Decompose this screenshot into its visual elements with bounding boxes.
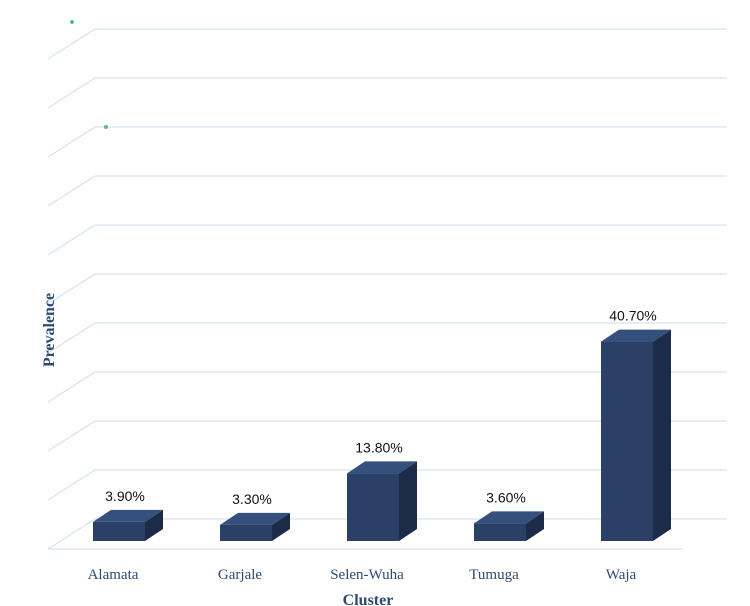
x-tick-label: Tumuga — [469, 567, 519, 583]
value-labels: 3.90% 3.30% 13.80% 3.60% 40.70% — [105, 308, 657, 507]
data-label: 3.30% — [232, 491, 272, 507]
bar-side — [145, 509, 163, 541]
x-tick-label: Waja — [606, 567, 637, 583]
bar-top — [93, 509, 163, 522]
data-label: 13.80% — [355, 439, 402, 455]
gridlines — [47, 28, 727, 550]
bar-side — [272, 512, 290, 541]
bar-top — [347, 461, 417, 474]
gridline-wall — [47, 469, 96, 501]
bar-side — [526, 511, 544, 541]
bar-front — [474, 523, 526, 541]
gridline-wall — [47, 224, 96, 256]
data-label: 40.70% — [609, 308, 656, 324]
decorative-dots — [70, 20, 108, 129]
x-tick-label: Alamata — [88, 567, 139, 583]
bar — [601, 329, 671, 541]
bar-front — [93, 521, 145, 541]
gridline-wall — [47, 126, 96, 158]
bar-front — [220, 524, 272, 541]
bar-side — [653, 329, 671, 541]
gridline-wall — [47, 28, 96, 60]
x-tick-labels: Alamata Garjale Selen-Wuha Tumuga Waja — [88, 567, 637, 583]
gridline-wall — [47, 518, 96, 550]
green-dot — [104, 125, 108, 129]
data-label: 3.60% — [486, 489, 526, 505]
gridline-wall — [47, 273, 96, 305]
green-dot — [70, 20, 74, 24]
gridline-wall — [47, 175, 96, 207]
bar-top — [474, 511, 544, 524]
bar-top — [220, 512, 290, 525]
bars — [93, 329, 671, 541]
bar-side — [399, 461, 417, 541]
x-tick-label: Selen-Wuha — [330, 567, 404, 583]
bar-top — [601, 329, 671, 342]
bar-front — [601, 341, 653, 541]
y-axis-title: Prevalence — [41, 293, 58, 367]
bar — [474, 511, 544, 541]
x-axis-title: Cluster — [343, 592, 394, 606]
gridline-wall — [47, 371, 96, 403]
bar — [347, 461, 417, 541]
bar-front — [347, 473, 399, 541]
gridline-wall — [47, 77, 96, 109]
gridline-wall — [47, 322, 96, 354]
data-label: 3.90% — [105, 488, 145, 504]
x-tick-label: Garjale — [218, 567, 262, 583]
gridline-wall — [47, 420, 96, 452]
bar — [220, 512, 290, 541]
bar — [93, 509, 163, 541]
